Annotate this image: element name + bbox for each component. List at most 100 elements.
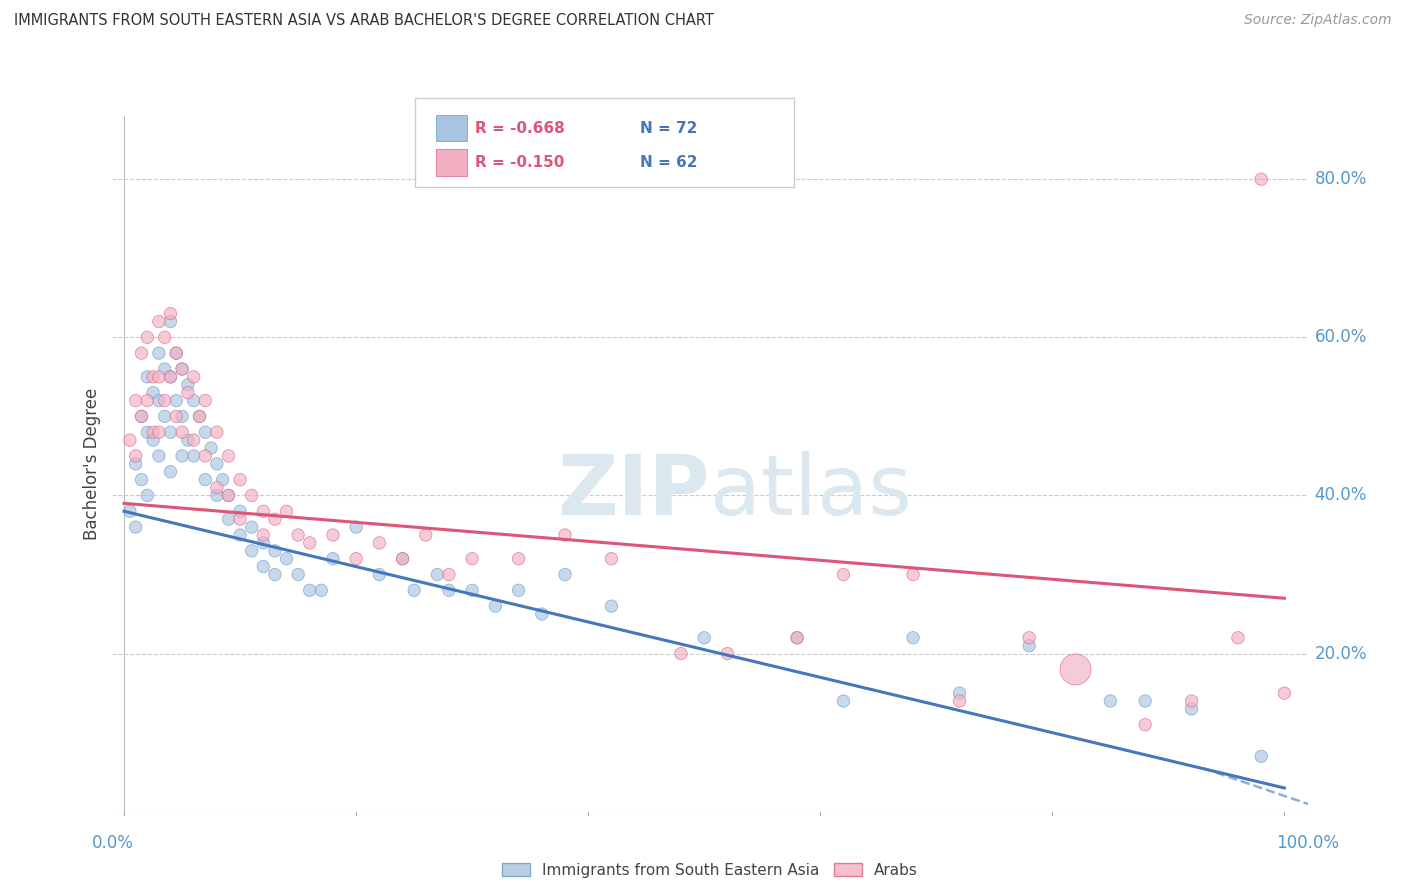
Point: [148, 449, 170, 463]
Point: [125, 393, 148, 408]
Point: [218, 488, 240, 502]
Point: [264, 512, 287, 526]
Point: [131, 409, 153, 424]
Text: 0.0%: 0.0%: [91, 834, 134, 852]
Point: [948, 686, 970, 700]
Point: [118, 504, 141, 518]
Point: [1133, 694, 1156, 708]
Point: [142, 385, 165, 400]
Point: [344, 551, 367, 566]
Point: [404, 583, 426, 598]
Point: [322, 528, 344, 542]
Point: [131, 473, 153, 487]
Point: [554, 567, 576, 582]
Point: [159, 314, 181, 328]
Point: [1099, 694, 1122, 708]
Point: [194, 449, 217, 463]
Point: [287, 567, 309, 582]
Point: [276, 504, 298, 518]
Point: [530, 607, 553, 621]
Y-axis label: Bachelor's Degree: Bachelor's Degree: [83, 388, 101, 540]
Point: [165, 393, 187, 408]
Point: [1226, 631, 1249, 645]
Point: [172, 425, 194, 440]
Point: [287, 528, 309, 542]
Point: [194, 473, 217, 487]
Point: [159, 369, 181, 384]
Point: [252, 504, 274, 518]
Point: [901, 631, 924, 645]
Point: [901, 567, 924, 582]
Point: [142, 369, 165, 384]
Point: [716, 647, 738, 661]
Text: atlas: atlas: [710, 451, 911, 533]
Text: 60.0%: 60.0%: [1315, 328, 1367, 346]
Point: [172, 362, 194, 376]
Point: [461, 551, 484, 566]
Point: [508, 551, 530, 566]
Point: [159, 369, 181, 384]
Point: [461, 583, 484, 598]
Text: ZIP: ZIP: [558, 451, 710, 533]
Point: [368, 567, 391, 582]
Point: [298, 583, 321, 598]
Point: [1064, 662, 1087, 676]
Point: [148, 346, 170, 360]
Point: [205, 481, 228, 495]
Point: [125, 457, 148, 471]
Point: [786, 631, 808, 645]
Text: N = 62: N = 62: [640, 155, 697, 170]
Text: 100.0%: 100.0%: [1277, 834, 1339, 852]
Point: [344, 520, 367, 534]
Point: [194, 393, 217, 408]
Point: [118, 433, 141, 447]
Point: [437, 583, 460, 598]
Text: 40.0%: 40.0%: [1315, 486, 1367, 505]
Point: [948, 694, 970, 708]
Point: [136, 425, 159, 440]
Text: 20.0%: 20.0%: [1315, 645, 1367, 663]
Point: [125, 449, 148, 463]
Text: R = -0.150: R = -0.150: [475, 155, 565, 170]
Point: [165, 346, 187, 360]
Point: [172, 449, 194, 463]
Point: [322, 551, 344, 566]
Point: [131, 409, 153, 424]
Point: [159, 465, 181, 479]
Point: [142, 433, 165, 447]
Point: [183, 369, 205, 384]
Point: [177, 385, 200, 400]
Point: [136, 393, 159, 408]
Point: [148, 425, 170, 440]
Text: R = -0.668: R = -0.668: [475, 120, 565, 136]
Point: [298, 536, 321, 550]
Point: [131, 346, 153, 360]
Point: [426, 567, 449, 582]
Text: N = 72: N = 72: [640, 120, 697, 136]
Point: [136, 488, 159, 502]
Point: [832, 694, 855, 708]
Point: [554, 528, 576, 542]
Point: [1250, 172, 1272, 186]
Point: [194, 425, 217, 440]
Point: [229, 512, 252, 526]
Legend: Immigrants from South Eastern Asia, Arabs: Immigrants from South Eastern Asia, Arab…: [496, 857, 924, 884]
Point: [153, 393, 176, 408]
Point: [148, 393, 170, 408]
Point: [484, 599, 506, 614]
Point: [188, 409, 211, 424]
Point: [240, 488, 263, 502]
Point: [188, 409, 211, 424]
Point: [229, 504, 252, 518]
Point: [136, 330, 159, 344]
Point: [211, 473, 233, 487]
Point: [183, 449, 205, 463]
Point: [1018, 631, 1040, 645]
Point: [1180, 694, 1202, 708]
Point: [669, 647, 692, 661]
Point: [832, 567, 855, 582]
Point: [205, 488, 228, 502]
Point: [1272, 686, 1295, 700]
Point: [125, 520, 148, 534]
Point: [229, 473, 252, 487]
